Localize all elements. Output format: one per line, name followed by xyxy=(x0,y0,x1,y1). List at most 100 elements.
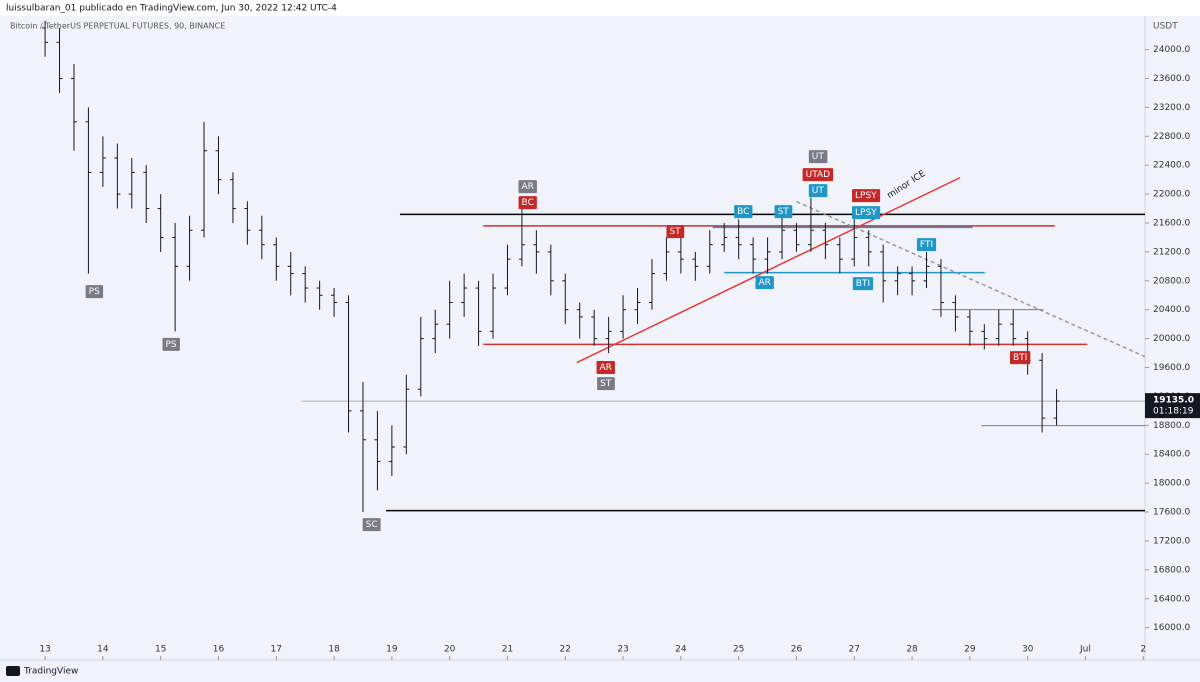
y-tick-label: 18800.0 xyxy=(1153,421,1190,431)
annotation-label: UT xyxy=(812,152,825,162)
annotation-label: PS xyxy=(89,287,100,297)
x-tick-label: 18 xyxy=(328,645,340,655)
y-tick-label: 19600.0 xyxy=(1153,363,1190,373)
annotation-label: BTI xyxy=(856,279,870,289)
x-tick-label: 26 xyxy=(791,645,803,655)
chart-title: Bitcoin / TetherUS PERPETUAL FUTURES, 90… xyxy=(10,22,225,31)
y-tick-label: 16800.0 xyxy=(1153,565,1190,575)
annotation: LPSY xyxy=(852,206,881,220)
annotation-box xyxy=(852,277,874,291)
annotation-box xyxy=(774,205,793,219)
annotation-box xyxy=(734,205,753,219)
y-tick-label: 20000.0 xyxy=(1153,334,1190,344)
y-tick-label: 21600.0 xyxy=(1153,219,1190,229)
annotation-box xyxy=(85,285,104,299)
annotation: ST xyxy=(774,205,793,219)
annotation-box xyxy=(755,276,774,290)
annotation-label: BC xyxy=(522,198,534,208)
y-tick-label: 20800.0 xyxy=(1153,276,1190,286)
plot-area: PS PS SC AR BC ST AR ST BC ST AR UT UTAD UT LPSY LPSY BT… xyxy=(42,20,1146,532)
annotation: ST xyxy=(597,377,615,391)
y-tick-label: 23200.0 xyxy=(1153,103,1190,113)
x-tick-label: 27 xyxy=(849,645,860,655)
last-price-label: 19135.0 xyxy=(1153,396,1194,406)
annotation-label: FTI xyxy=(920,240,933,250)
annotation: PS xyxy=(85,285,104,299)
annotation-label: ST xyxy=(669,227,681,237)
annotation-box xyxy=(802,168,834,182)
y-tick-label: 21200.0 xyxy=(1153,247,1190,257)
annotation: AR xyxy=(755,276,774,290)
annotation-box xyxy=(162,337,180,351)
annotation: BC xyxy=(518,196,537,210)
annotation-label: ST xyxy=(778,207,790,217)
annotation-label: BTI xyxy=(1013,353,1027,363)
annotation-box xyxy=(518,180,537,194)
x-tick-label: 30 xyxy=(1022,645,1034,655)
level-line xyxy=(576,176,961,364)
annotation-box xyxy=(1009,351,1031,365)
x-tick-label: Jul xyxy=(1079,645,1091,655)
annotation: AR xyxy=(596,361,615,375)
annotation: FTI xyxy=(916,238,937,252)
annotation-box xyxy=(666,225,685,239)
countdown-label: 01:18:19 xyxy=(1153,407,1194,417)
annotation-label: BC xyxy=(737,207,749,217)
x-tick-label: 25 xyxy=(733,645,744,655)
x-tick-label: 20 xyxy=(444,645,456,655)
axis-unit: USDT xyxy=(1153,22,1178,32)
annotation: UT xyxy=(808,150,828,164)
x-tick-label: 22 xyxy=(560,645,571,655)
y-tick-label: 23600.0 xyxy=(1153,74,1190,84)
y-tick-label: 17600.0 xyxy=(1153,508,1190,518)
y-tick-label: 16000.0 xyxy=(1153,623,1190,633)
annotation-label: ST xyxy=(600,379,612,389)
y-tick-label: 22400.0 xyxy=(1153,161,1190,171)
header-bar xyxy=(0,0,1200,16)
annotation: AR xyxy=(518,180,537,194)
x-tick-label: 15 xyxy=(155,645,166,655)
y-tick-label: 24000.0 xyxy=(1153,45,1190,55)
y-tick-label: 20400.0 xyxy=(1153,305,1190,315)
x-tick-label: 13 xyxy=(39,645,50,655)
x-tick-label: 29 xyxy=(964,645,976,655)
y-tick-label: 18000.0 xyxy=(1153,479,1190,489)
annotation: ST xyxy=(666,225,685,239)
x-tick-label: 28 xyxy=(906,645,918,655)
x-tick-label: 16 xyxy=(213,645,225,655)
annotation-box xyxy=(362,518,381,532)
annotation-box xyxy=(808,150,828,164)
annotation: BTI xyxy=(1009,351,1031,365)
annotation-box xyxy=(808,184,828,198)
annotation-label: SC xyxy=(366,520,378,530)
annotation-box xyxy=(852,206,881,220)
y-tick-label: 16400.0 xyxy=(1153,594,1190,604)
annotation-label: AR xyxy=(521,182,533,192)
annotation-box xyxy=(916,238,937,252)
x-tick-label: 23 xyxy=(617,645,628,655)
annotation-label: UT xyxy=(812,186,825,196)
footer-brand: TradingView xyxy=(23,667,78,677)
annotation-box xyxy=(596,361,615,375)
logo xyxy=(6,666,20,676)
annotation-label: UTAD xyxy=(806,170,831,180)
author-line: luissulbaran_01 publicado en TradingView… xyxy=(6,4,337,14)
y-tick-label: 18400.0 xyxy=(1153,450,1190,460)
annotation-label: LPSY xyxy=(855,191,877,201)
last-price-box xyxy=(1145,393,1200,419)
annotation: SC xyxy=(362,518,381,532)
x-tick-label: 14 xyxy=(97,645,109,655)
annotation-box xyxy=(852,189,881,203)
y-tick-label: 22800.0 xyxy=(1153,132,1190,142)
annotation-box xyxy=(597,377,615,391)
x-tick-label: 17 xyxy=(271,645,282,655)
y-tick-label: 17200.0 xyxy=(1153,536,1190,546)
annotation-label: LPSY xyxy=(855,208,877,218)
annotation: BTI xyxy=(852,277,874,291)
annotation-label: AR xyxy=(758,278,770,288)
y-tick-label: 22000.0 xyxy=(1153,190,1190,200)
annotation: PS xyxy=(162,337,180,351)
annotation: UTAD xyxy=(802,168,834,182)
